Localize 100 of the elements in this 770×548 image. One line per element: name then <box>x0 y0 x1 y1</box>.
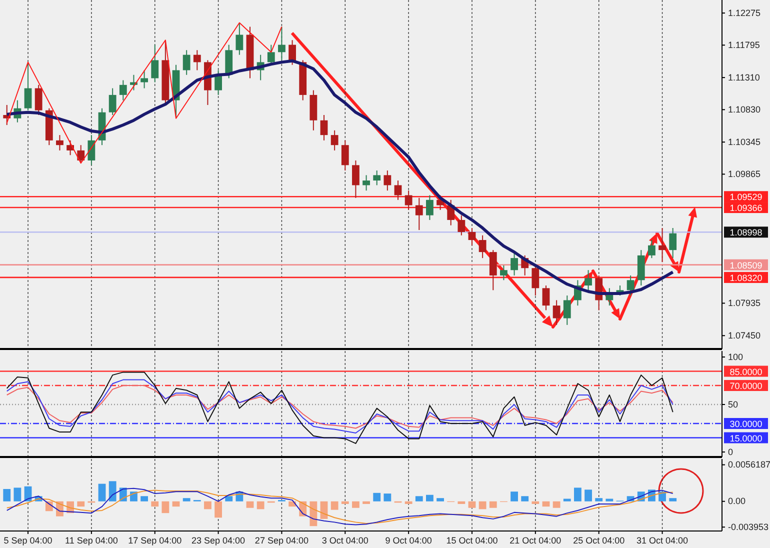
candlestick <box>214 70 222 96</box>
bar <box>373 492 381 502</box>
line-series <box>6 372 674 444</box>
candlestick <box>626 274 634 296</box>
bar <box>108 481 116 502</box>
ref-line-label: 1.09529 <box>730 192 762 202</box>
y-tick-label: 0.0056187 <box>728 460 770 470</box>
candlestick <box>193 50 201 71</box>
candlestick <box>542 284 550 311</box>
bar <box>595 498 603 502</box>
candlestick <box>88 134 96 166</box>
x-tick-label: 15 Oct 04:00 <box>446 535 498 546</box>
candlestick <box>267 44 275 66</box>
candlestick <box>34 84 42 116</box>
bar <box>162 501 170 514</box>
bar <box>552 501 560 508</box>
ref-line-label: 1.09366 <box>730 203 762 214</box>
bar <box>574 488 582 502</box>
ref-line-label: 30.0000 <box>730 419 762 429</box>
x-tick-label: 5 Sep 04:00 <box>4 535 52 546</box>
bar <box>225 496 233 502</box>
bar <box>478 501 486 510</box>
y-tick-label: -0.003953 <box>728 522 769 532</box>
candlestick <box>415 197 423 230</box>
line-series <box>6 385 674 429</box>
bar <box>436 498 444 502</box>
candlestick <box>108 88 116 116</box>
x-tick-label: 17 Sep 04:00 <box>128 535 182 546</box>
bar <box>98 484 106 502</box>
y-tick-label: 1.07935 <box>728 298 761 308</box>
candlestick <box>458 214 466 236</box>
ref-line-label: 1.08509 <box>730 260 762 270</box>
bar <box>584 490 592 502</box>
bar <box>3 488 11 502</box>
x-tick-label: 23 Sep 04:00 <box>192 535 246 546</box>
candlestick <box>500 264 508 281</box>
bar <box>532 501 540 504</box>
bar <box>489 501 497 508</box>
bar <box>352 501 360 508</box>
candlestick <box>426 194 434 220</box>
candlestick <box>669 227 677 259</box>
bar <box>362 501 370 504</box>
x-tick-label: 27 Sep 04:00 <box>254 535 308 546</box>
candlestick <box>352 160 360 198</box>
x-tick-label: 31 Oct 04:00 <box>636 535 688 546</box>
bar <box>521 496 529 502</box>
bar <box>404 501 412 504</box>
line-series <box>6 379 674 434</box>
ref-line-label: 1.08998 <box>730 228 762 238</box>
y-tick-label: 1.12275 <box>728 8 761 18</box>
y-tick-label: 1.10345 <box>728 136 761 147</box>
candlestick <box>478 234 486 259</box>
candlestick <box>552 300 560 326</box>
candlestick <box>563 295 571 326</box>
candlestick <box>436 194 444 210</box>
candlestick <box>151 44 159 83</box>
y-tick-label: 1.10830 <box>728 104 761 115</box>
bar <box>384 494 392 502</box>
bar <box>669 498 677 502</box>
candlestick <box>658 227 666 263</box>
bar <box>214 501 222 518</box>
candlestick <box>236 22 244 56</box>
candlestick <box>384 170 392 192</box>
candlestick <box>510 252 518 276</box>
y-tick-label: 1.09865 <box>728 169 761 180</box>
bar <box>204 501 212 510</box>
bar <box>330 501 338 510</box>
ref-line-label: 1.08320 <box>730 272 762 283</box>
bar <box>151 501 159 507</box>
bar <box>510 492 518 502</box>
candlestick <box>278 26 286 61</box>
candlestick <box>341 140 349 171</box>
x-tick-label: 9 Oct 04:00 <box>385 535 432 546</box>
candlestick <box>119 80 127 101</box>
line-series <box>6 22 282 164</box>
bar <box>542 501 550 507</box>
candlestick <box>56 134 64 151</box>
candlestick <box>394 180 402 200</box>
x-tick-label: 11 Sep 04:00 <box>64 535 118 546</box>
candlestick <box>362 174 370 192</box>
y-tick-label: 1.11795 <box>728 40 760 50</box>
candlestick <box>140 70 148 89</box>
y-tick-label: 0.00 <box>728 496 746 506</box>
bar <box>246 501 254 508</box>
y-tick-label: 0 <box>728 446 734 457</box>
bar <box>182 498 190 502</box>
candlestick <box>468 227 476 246</box>
bar <box>458 501 466 504</box>
bar <box>468 501 476 508</box>
bar <box>310 501 318 526</box>
bar <box>256 501 264 510</box>
bar <box>563 498 571 502</box>
candlestick <box>130 74 138 91</box>
ref-line-label: 15.0000 <box>730 433 762 444</box>
x-tick-label: 3 Oct 04:00 <box>322 535 368 546</box>
candlestick <box>182 50 190 76</box>
bar <box>415 496 423 502</box>
bar <box>606 498 614 502</box>
candlestick <box>330 130 338 151</box>
candlestick <box>404 190 412 210</box>
